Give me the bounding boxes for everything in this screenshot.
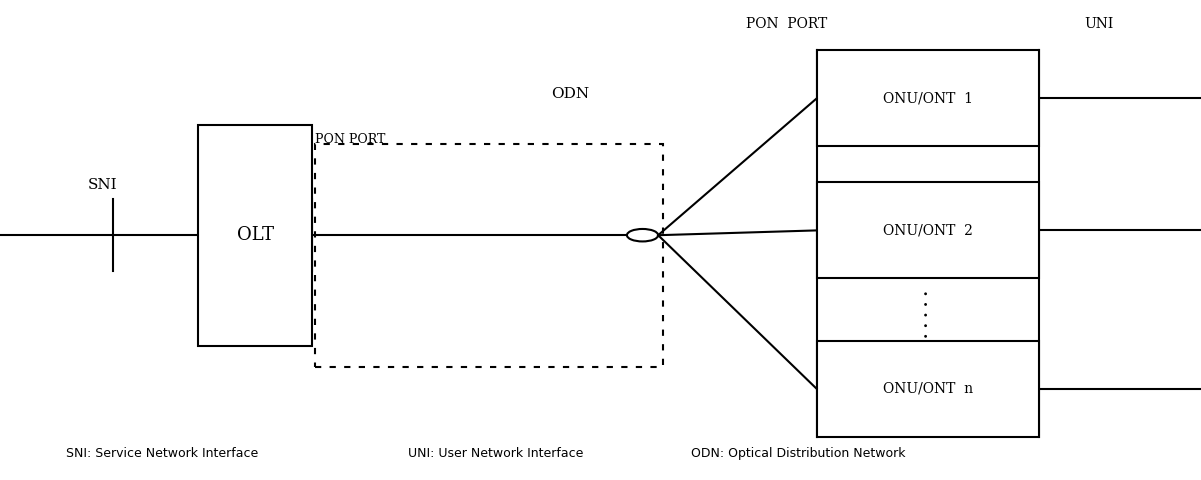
Bar — [198, 125, 312, 346]
Text: UNI: UNI — [1085, 17, 1113, 31]
Text: ODN: Optical Distribution Network: ODN: Optical Distribution Network — [691, 447, 906, 460]
Text: PON PORT: PON PORT — [315, 133, 386, 146]
Text: PON  PORT: PON PORT — [746, 17, 827, 31]
Text: OLT: OLT — [237, 226, 274, 244]
Bar — [315, 144, 663, 367]
Bar — [817, 50, 1039, 146]
Text: ONU/ONT  2: ONU/ONT 2 — [883, 223, 973, 238]
Bar — [817, 182, 1039, 278]
Text: ONU/ONT  1: ONU/ONT 1 — [883, 91, 973, 106]
Bar — [817, 341, 1039, 437]
Text: SNI: Service Network Interface: SNI: Service Network Interface — [66, 447, 258, 460]
Text: UNI: User Network Interface: UNI: User Network Interface — [408, 447, 584, 460]
Text: ONU/ONT  n: ONU/ONT n — [883, 382, 973, 396]
Text: SNI: SNI — [88, 178, 116, 192]
Text: ODN: ODN — [551, 87, 590, 101]
Text: · · · · ·: · · · · · — [921, 290, 934, 338]
